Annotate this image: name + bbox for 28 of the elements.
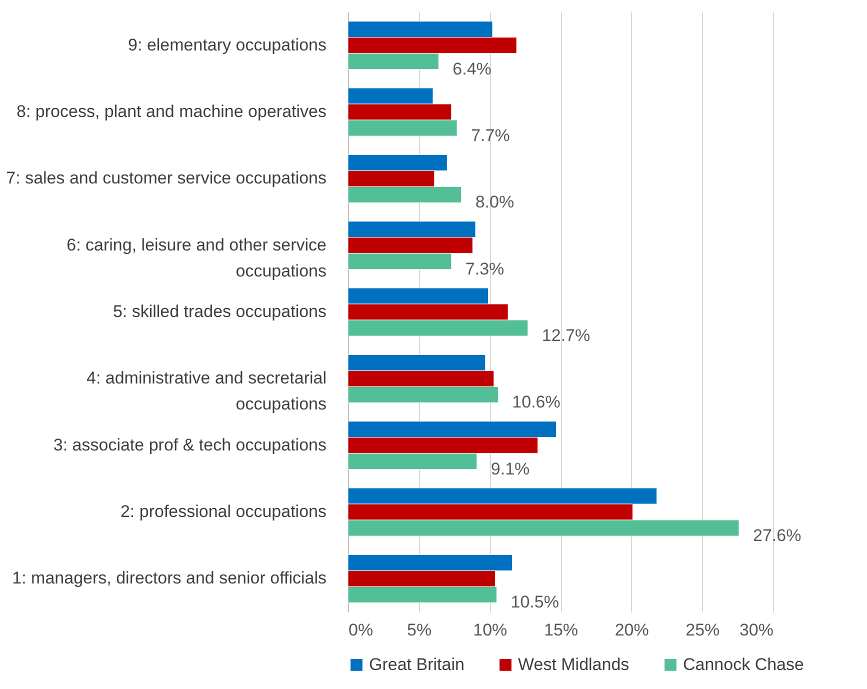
x-tick-label: 30% bbox=[739, 620, 774, 640]
x-tick-label: 0% bbox=[348, 620, 374, 640]
data-label: 7.7% bbox=[471, 126, 510, 145]
legend-label: Great Britain bbox=[369, 654, 464, 674]
x-tick-label: 5% bbox=[407, 620, 432, 640]
data-label: 9.1% bbox=[490, 459, 530, 478]
y-tick-label: 5: skilled trades occupations bbox=[112, 302, 326, 321]
data-label: 8.0% bbox=[475, 192, 514, 212]
y-tick-label: 4: administrative and secretarial occupations bbox=[86, 368, 326, 414]
legend-label: West Midlands bbox=[518, 654, 630, 674]
x-tick-label: 15% bbox=[544, 620, 578, 640]
y-tick-label: 2: professional occupations bbox=[120, 502, 326, 521]
x-tick-label: 10% bbox=[473, 620, 508, 640]
data-label: 27.6% bbox=[753, 526, 802, 545]
y-tick-label: 7: sales and customer service occupations bbox=[6, 168, 326, 188]
x-tick-label: 20% bbox=[614, 620, 649, 640]
y-tick-label: 8: process, plant and machine operatives bbox=[16, 102, 326, 121]
legend-label: Cannock Chase bbox=[683, 654, 804, 674]
y-tick-label: 3: associate prof & tech occupations bbox=[53, 435, 326, 454]
data-label: 12.7% bbox=[542, 326, 590, 345]
data-label: 7.3% bbox=[465, 259, 504, 278]
y-tick-label: 1: managers, directors and senior officials bbox=[12, 568, 326, 588]
data-label: 10.5% bbox=[510, 592, 559, 612]
y-tick-label: 6: caring, leisure and other service occupations bbox=[66, 235, 326, 280]
data-label: 10.6% bbox=[512, 392, 560, 412]
data-label: 6.4% bbox=[452, 59, 492, 78]
y-tick-label: 9: elementary occupations bbox=[128, 35, 326, 54]
x-tick-label: 25% bbox=[686, 620, 720, 640]
